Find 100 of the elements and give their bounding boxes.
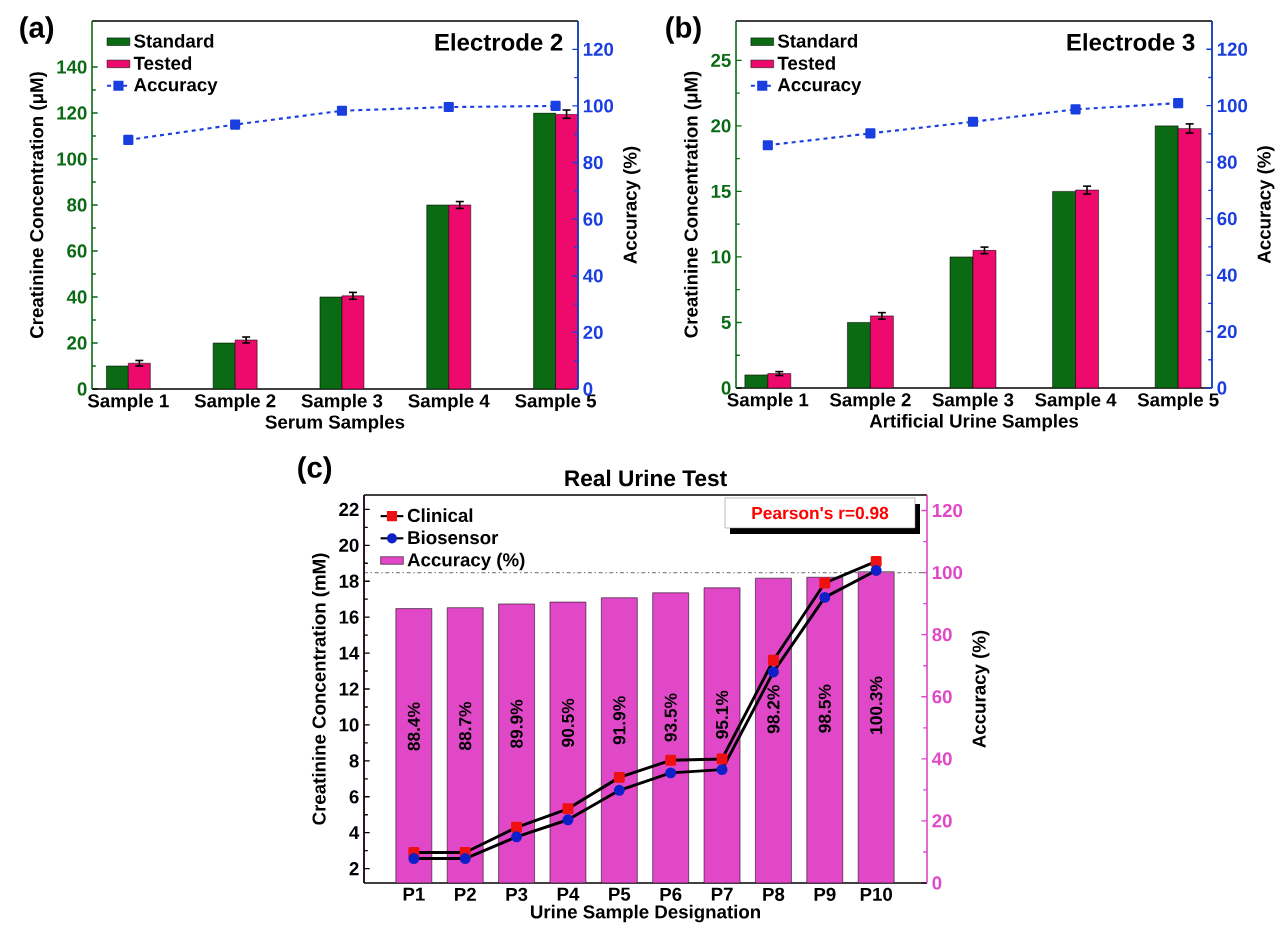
bar	[755, 577, 792, 883]
bar	[549, 601, 587, 883]
y-tick-label: 15	[711, 184, 731, 198]
x-tick-label: Sample 1	[87, 393, 169, 412]
bar	[395, 608, 433, 883]
point	[613, 771, 625, 783]
y2-tick-label: 80	[583, 155, 603, 170]
y-tick-label: 20	[67, 336, 87, 350]
y-tick-label: 8	[349, 754, 359, 768]
data-label: 98.2%	[767, 685, 780, 734]
bar	[847, 322, 871, 388]
point	[819, 591, 831, 603]
point	[665, 754, 677, 766]
y-tick-label: 4	[349, 826, 360, 840]
data-label: 100.3%	[870, 676, 883, 734]
y-tick-label: 140	[57, 60, 87, 74]
legend-label: Accuracy	[134, 78, 218, 96]
point	[562, 814, 574, 826]
point	[716, 764, 728, 776]
text: (b)	[666, 16, 701, 44]
point	[230, 119, 241, 130]
y-tick-label: 10	[339, 718, 359, 732]
bar	[949, 256, 974, 388]
bar	[703, 587, 741, 883]
y-tick-label: 18	[339, 574, 359, 588]
x-tick-label: P6	[660, 887, 682, 901]
point	[511, 831, 523, 843]
point	[762, 140, 773, 151]
point	[1070, 104, 1081, 115]
point	[870, 555, 882, 567]
point	[408, 853, 420, 865]
x-axis-title: Urine Sample Designation	[530, 904, 760, 923]
legend-label: Standard	[777, 33, 858, 48]
bar	[446, 607, 484, 883]
x-tick-label: P2	[455, 887, 476, 901]
point	[1173, 98, 1184, 109]
point	[865, 128, 876, 139]
x-tick-label: Sample 4	[408, 393, 490, 412]
y-axis-title: Creatinine Concentration (μM)	[683, 71, 702, 338]
point	[613, 784, 625, 796]
legend-label: Accuracy (%)	[407, 552, 525, 571]
y2-axis-title: Accuracy (%)	[1257, 146, 1275, 264]
data-label: 95.1%	[715, 690, 729, 739]
y-tick-label: 14	[339, 646, 360, 660]
point	[459, 853, 471, 865]
y-tick-label: 20	[711, 119, 731, 133]
y-axis-title: Creatinine Concentration (μM)	[29, 72, 47, 339]
point	[123, 134, 134, 145]
y2-tick-label: 0	[932, 876, 942, 890]
y2-tick-label: 100	[1217, 99, 1248, 113]
y-tick-label: 40	[66, 290, 87, 304]
y2-tick-label: 120	[932, 503, 963, 518]
data-label: 90.5%	[561, 698, 575, 747]
bar	[498, 603, 535, 883]
y-tick-label: 10	[711, 250, 731, 264]
y-tick-label: 16	[339, 610, 359, 624]
bar	[870, 315, 894, 388]
point	[336, 105, 348, 116]
point	[967, 116, 979, 127]
x-tick-label: Sample 5	[1137, 392, 1219, 411]
data-label: 88.4%	[407, 702, 420, 751]
y2-axis-title: Accuracy (%)	[623, 146, 641, 264]
legend-label: Clinical	[407, 508, 473, 523]
x-tick-label: P10	[860, 887, 892, 901]
y-tick-label: 12	[339, 682, 359, 696]
chart-title: Real Urine Test	[565, 469, 727, 487]
x-axis-title: Artificial Urine Samples	[869, 413, 1079, 432]
bar	[1052, 191, 1076, 388]
bar	[857, 571, 895, 883]
bar	[806, 576, 844, 883]
y-tick-label: 22	[339, 502, 359, 516]
x-tick-label: P3	[506, 887, 528, 901]
x-tick-label: Sample 2	[194, 393, 276, 412]
data-label: 93.5%	[664, 693, 677, 742]
bar	[1075, 189, 1099, 388]
point	[511, 821, 523, 833]
legend-label: Accuracy	[777, 78, 862, 96]
data-label: 89.9%	[510, 699, 523, 748]
text: (c)	[298, 456, 332, 484]
y2-tick-label: 120	[583, 42, 614, 56]
x-tick-label: P7	[711, 887, 733, 901]
y-tick-label: 25	[711, 53, 731, 67]
x-tick-label: P4	[557, 887, 580, 901]
y2-tick-label: 20	[583, 325, 603, 339]
y-tick-label: 2	[349, 862, 359, 876]
x-tick-label: Sample 3	[301, 393, 383, 412]
y2-tick-label: 80	[1217, 155, 1237, 169]
y2-tick-label: 60	[1217, 211, 1237, 226]
annotation: Electrode 3	[1067, 33, 1195, 51]
y2-tick-label: 20	[1217, 324, 1237, 339]
y2-tick-label: 120	[1217, 42, 1248, 56]
x-tick-label: Sample 2	[829, 392, 911, 411]
y2-tick-label: 40	[1217, 268, 1237, 282]
y2-tick-label: 100	[932, 565, 963, 580]
y2-tick-label: 60	[583, 212, 603, 226]
x-tick-label: P8	[763, 887, 785, 901]
y2-axis-title: Accuracy (%)	[972, 630, 990, 748]
data-label: 98.5%	[818, 684, 831, 733]
bar	[767, 373, 792, 388]
point	[550, 100, 561, 111]
